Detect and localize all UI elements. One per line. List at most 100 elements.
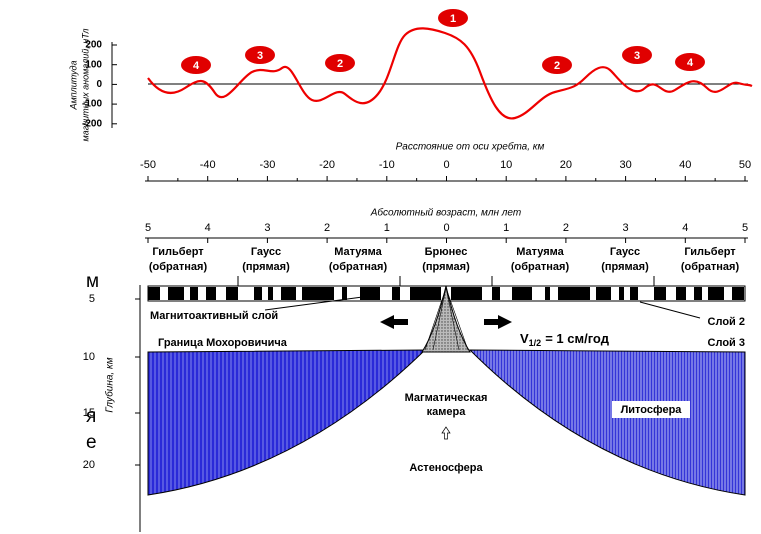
tick-label: 100	[85, 59, 102, 70]
anomaly-curve	[148, 28, 752, 118]
stripe	[268, 287, 273, 300]
label: Магматическая	[405, 392, 488, 404]
axis-title: Абсолютный возраст, млн лет	[370, 207, 521, 219]
tick-label: -200	[82, 118, 102, 129]
tick-label: 1	[503, 222, 509, 234]
axis-title: Глубина, км	[104, 357, 116, 412]
tick-label: 0	[443, 159, 449, 171]
lithosphere-right	[470, 350, 745, 495]
badge-label: 4	[687, 57, 694, 69]
arrow-up	[442, 427, 450, 439]
label: Магнитоактивный слой	[150, 310, 278, 322]
tick-label: 20	[83, 459, 95, 471]
tick-label: 5	[145, 222, 151, 234]
label: Граница Мохоровичича	[158, 337, 288, 349]
arrow-right	[484, 315, 512, 329]
tick-label: 10	[83, 351, 95, 363]
stripe	[708, 287, 724, 300]
epoch-name: Гильберт	[684, 246, 736, 258]
stripe	[676, 287, 686, 300]
slide-fragment: м	[86, 271, 99, 292]
tick-label: 40	[679, 159, 691, 171]
stripe	[342, 287, 347, 300]
epoch-polarity: (прямая)	[242, 261, 290, 273]
velocity-text: = 1 см/год	[545, 331, 610, 346]
epoch-polarity: (обратная)	[149, 261, 208, 273]
tick-label: 2	[563, 222, 569, 234]
tick-label: -50	[140, 159, 156, 171]
stripe	[654, 287, 666, 300]
tick-label: 15	[83, 407, 95, 419]
label: Литосфера	[621, 404, 683, 416]
tick-label: 10	[500, 159, 512, 171]
badge-label: 2	[554, 60, 560, 72]
velocity: V1/2= 1 см/год	[520, 331, 610, 348]
epoch-polarity: (прямая)	[422, 261, 470, 273]
tick-label: 4	[205, 222, 211, 234]
stripe	[206, 287, 216, 300]
tick-label: 4	[682, 222, 688, 234]
stripe	[148, 287, 160, 300]
slide-fragment: е	[86, 432, 97, 453]
tick-label: -30	[259, 159, 275, 171]
stripe	[392, 287, 400, 300]
badge-label: 4	[193, 60, 200, 72]
stripe	[410, 287, 441, 300]
stripe	[451, 287, 482, 300]
label: Астеносфера	[409, 462, 483, 474]
tick-label: 2	[324, 222, 330, 234]
tick-label: 50	[739, 159, 751, 171]
axis-title: Расстояние от оси хребта, км	[396, 141, 545, 153]
epoch-polarity: (обратная)	[329, 261, 388, 273]
stripe	[190, 287, 198, 300]
epoch-name: Брюнес	[425, 246, 468, 258]
tick-label: 5	[89, 293, 95, 305]
stripe	[512, 287, 532, 300]
diagram: 4321234 мяеАмплитудамагнитных аномалий, …	[0, 0, 761, 534]
epoch-name: Гильберт	[152, 246, 204, 258]
stripe	[630, 287, 638, 300]
stripe	[302, 287, 334, 300]
badge-label: 3	[257, 50, 263, 62]
stripe	[694, 287, 702, 300]
epoch-polarity: (обратная)	[511, 261, 570, 273]
stripe	[254, 287, 262, 300]
stripe	[168, 287, 184, 300]
leader	[640, 302, 700, 318]
tick-label: 5	[742, 222, 748, 234]
tick-label: -10	[379, 159, 395, 171]
label: камера	[427, 406, 467, 418]
epoch-name: Матуяма	[334, 246, 382, 258]
label: Слой 3	[708, 337, 745, 349]
tick-label: 3	[264, 222, 270, 234]
badge-label: 1	[450, 13, 456, 25]
epoch-name: Гаусс	[610, 246, 640, 258]
tick-label: 1	[384, 222, 390, 234]
tick-label: 0	[443, 222, 449, 234]
stripe	[281, 287, 296, 300]
label: Слой 2	[708, 316, 745, 328]
stripe	[732, 287, 744, 300]
badge-label: 3	[634, 50, 640, 62]
epoch-polarity: (обратная)	[681, 261, 740, 273]
stripe	[545, 287, 550, 300]
epoch-name: Матуяма	[516, 246, 564, 258]
stripe	[596, 287, 611, 300]
epoch-polarity: (прямая)	[601, 261, 649, 273]
tick-label: 3	[623, 222, 629, 234]
tick-label: -20	[319, 159, 335, 171]
stripe	[360, 287, 380, 300]
tick-label: 20	[560, 159, 572, 171]
stripe	[492, 287, 500, 300]
lithosphere-left	[148, 350, 425, 495]
axis-title: Амплитуда	[68, 61, 78, 111]
velocity-subscript: 1/2	[529, 338, 542, 348]
tick-label: -40	[200, 159, 216, 171]
tick-label: 0	[96, 79, 102, 90]
velocity-symbol: V	[520, 331, 529, 346]
badge-label: 2	[337, 58, 343, 70]
arrow-left	[380, 315, 408, 329]
tick-label: -100	[82, 99, 102, 110]
epoch-name: Гаусс	[251, 246, 281, 258]
page: 4321234 мяеАмплитудамагнитных аномалий, …	[0, 0, 761, 534]
